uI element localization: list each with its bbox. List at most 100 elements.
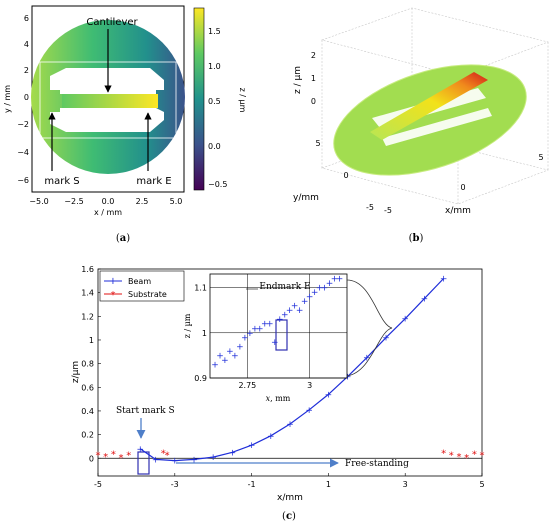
colorbar-label: z / µm xyxy=(238,88,247,113)
y-tick: −2 xyxy=(17,120,29,129)
y-tick: 2 xyxy=(24,66,29,75)
inset-point: + xyxy=(236,342,244,352)
colorbar-tick: −0.5 xyxy=(208,180,227,189)
x-axis-label-3d: x/mm xyxy=(445,206,471,216)
z-tick: 2 xyxy=(311,51,316,60)
legend-substrate-label: Substrate xyxy=(128,290,167,299)
beam-point: + xyxy=(440,274,448,284)
inset-point: + xyxy=(331,275,339,285)
inset-point: + xyxy=(226,347,234,357)
legend-substrate-marker: * xyxy=(111,290,116,301)
inset-point: + xyxy=(241,333,249,343)
main-y-tick-label: 0.6 xyxy=(81,383,94,392)
inset-point: + xyxy=(301,297,309,307)
legend-beam-label: Beam xyxy=(128,277,151,286)
substrate-point: * xyxy=(161,448,166,459)
legend-beam-marker: + xyxy=(109,276,117,287)
main-x-tick-label: -1 xyxy=(248,480,256,489)
main-y-ticks: 0 0.2 0.4 0.6 0.8 1 1.2 1.4 1.6 xyxy=(81,265,101,463)
inset-series: ++++++++++++++++++++++++++ xyxy=(211,275,343,371)
substrate-series: * * * * * ** * * * * * * xyxy=(96,448,485,464)
inset-point: + xyxy=(296,306,304,316)
beam-point: + xyxy=(401,315,409,325)
main-y-tick-label: 0.2 xyxy=(81,431,94,440)
annotation-cantilever: Cantilever xyxy=(86,17,138,28)
beam-point: + xyxy=(190,455,198,465)
inset-y-axis-label: z / µm xyxy=(183,313,192,338)
panel-a: 6 4 2 0 −2 −4 −6 −5.0 −2.5 0.0 2.5 5.0 x… xyxy=(3,5,247,244)
inset-frame xyxy=(209,273,348,379)
inset-plot: 0.911.1 2.75 3 ++++++++++++++++++++++++++… xyxy=(183,273,393,403)
panel-c: 00.20.40.60.811.21.41.6 -5 -3 -1 1 3 5 ++ + + + +… xyxy=(71,265,485,522)
beam-point: + xyxy=(229,448,237,458)
substrate-point: * xyxy=(480,451,485,462)
inset-point: + xyxy=(246,329,254,339)
inset-title: Endmark E xyxy=(259,282,310,292)
x-tick: −2.5 xyxy=(64,197,83,206)
x-tick: 5.0 xyxy=(170,197,183,206)
inset-point: + xyxy=(306,293,314,303)
substrate-point: * xyxy=(441,448,446,459)
beam-point: + xyxy=(305,406,313,416)
inset-point: + xyxy=(291,302,299,312)
y-axis-label-3d: y/mm xyxy=(293,193,319,203)
inset-grid xyxy=(210,274,347,379)
inset-point: + xyxy=(276,315,284,325)
main-y-tick-label: 0.4 xyxy=(81,407,94,416)
cutout-top xyxy=(50,68,164,94)
annotation-mark-s: mark S xyxy=(44,176,79,187)
inset-point: + xyxy=(271,338,279,348)
x-tick: 2.5 xyxy=(136,197,149,206)
beam-point: + xyxy=(171,457,179,467)
annotation-free-standing: Free-standing xyxy=(345,459,409,469)
annotation-start-mark: Start mark S xyxy=(116,406,175,416)
main-x-tick-label: 1 xyxy=(326,480,331,489)
inset-point: + xyxy=(251,324,259,334)
inset-y-ticks: 0.9 1 1.1 xyxy=(194,284,207,383)
main-x-axis-label: x/mm xyxy=(277,493,303,503)
main-y-axis-label: z/µm xyxy=(71,361,81,383)
main-y-tick-label: 1.6 xyxy=(81,265,94,274)
beam-point: + xyxy=(363,354,371,364)
inset-y-tick-label: 0.9 xyxy=(194,374,207,383)
inset-point: + xyxy=(326,279,334,289)
y-tick: 6 xyxy=(24,14,29,23)
beam-line xyxy=(139,278,445,462)
inset-point: + xyxy=(336,275,344,285)
inset-point: + xyxy=(221,356,229,366)
y-tick: 4 xyxy=(24,40,29,49)
substrate-point: * xyxy=(464,453,469,464)
inset-point: + xyxy=(321,284,329,294)
inset-point: + xyxy=(261,320,269,330)
main-x-tick-label: -5 xyxy=(94,480,102,489)
inset-y-tick-label: 1 xyxy=(202,329,207,338)
main-x-tick-label: 3 xyxy=(403,480,408,489)
panel-b: 2 1 0 z / µm -5 0 5 x/mm 5 0 -5 y/mm (b) xyxy=(293,7,550,244)
substrate-point: * xyxy=(103,452,108,463)
beam-point: + xyxy=(382,334,390,344)
inset-point: + xyxy=(311,288,319,298)
z-tick: 0 xyxy=(311,97,316,106)
x-tick: −5.0 xyxy=(29,197,48,206)
main-y-tick-label: 1.2 xyxy=(81,312,94,321)
y-tick-3d: -5 xyxy=(366,203,374,212)
inset-point: + xyxy=(231,351,239,361)
panel-label-b: (b) xyxy=(409,233,424,244)
cutout-3d-bottom xyxy=(382,108,492,146)
substrate-point: * xyxy=(111,450,116,461)
z-axis-label: z / µm xyxy=(293,66,303,94)
main-x-tick-label: -3 xyxy=(171,480,179,489)
main-x-tick-label: 5 xyxy=(479,480,484,489)
inset-point: + xyxy=(286,306,294,316)
inset-point: + xyxy=(316,284,324,294)
beam-point: + xyxy=(267,432,275,442)
main-y-tick-label: 0 xyxy=(89,454,94,463)
colorbar-tick: 1.5 xyxy=(208,27,221,36)
x-tick-3d: 0 xyxy=(460,183,465,192)
3d-box xyxy=(320,7,550,205)
main-y-tick-label: 1.4 xyxy=(81,289,94,298)
cantilever-beam-3d xyxy=(370,72,488,140)
main-y-tick-label: 1 xyxy=(89,336,94,345)
colorbar-tick: 0.0 xyxy=(208,142,221,151)
